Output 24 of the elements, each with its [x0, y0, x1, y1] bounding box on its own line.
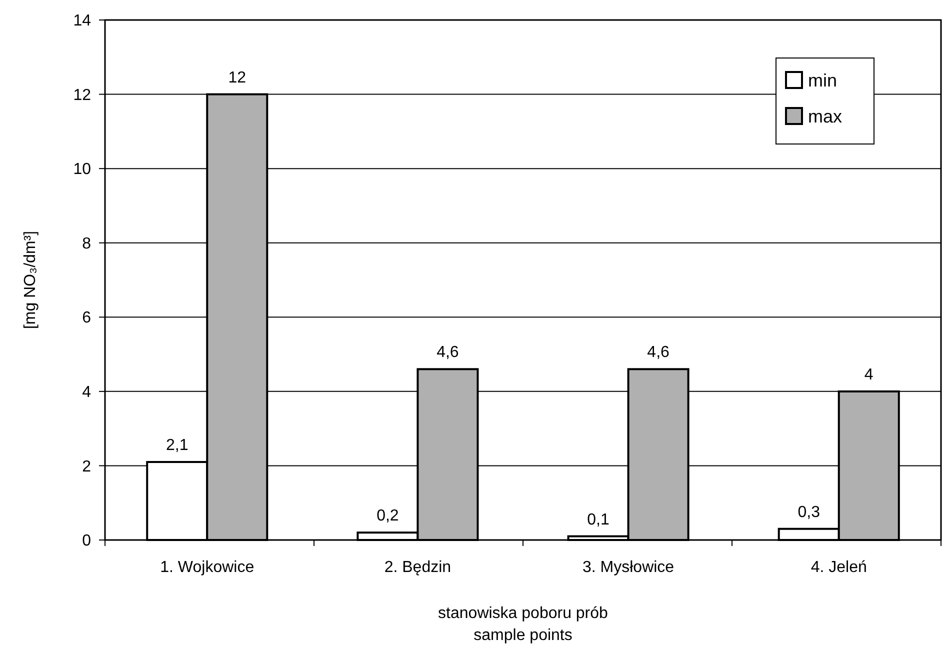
y-tick-label: 2	[82, 458, 92, 476]
data-label: 2,1	[166, 437, 188, 454]
x-tick-label: 2. Będzin	[384, 559, 452, 576]
x-tick-label: 1. Wojkowice	[160, 559, 254, 576]
data-label: 12	[228, 69, 246, 86]
legend-label: min	[808, 70, 838, 90]
legend-label: max	[808, 106, 842, 126]
x-tick-label: 3. Mysłowice	[582, 559, 674, 576]
data-label: 0,1	[587, 511, 610, 528]
y-tick-label: 12	[73, 86, 92, 104]
data-label: 0,2	[376, 508, 399, 525]
y-tick-label: 0	[82, 532, 92, 550]
y-tick-label: 6	[82, 310, 92, 327]
y-tick-label: 8	[82, 235, 92, 252]
data-label: 4,6	[436, 344, 459, 362]
x-axis-title: stanowiska poboru prób sample points	[438, 605, 608, 644]
data-label: 4	[864, 366, 874, 384]
y-axis-title: [mg NO₃/dm³]	[22, 230, 39, 330]
y-tick-label: 14	[73, 12, 92, 30]
x-tick-label: 4. Jeleń	[810, 559, 867, 576]
y-tick-label: 4	[82, 384, 92, 402]
data-label: 0,3	[798, 504, 820, 521]
data-label: 4,6	[647, 344, 670, 362]
y-tick-label: 10	[73, 161, 92, 178]
